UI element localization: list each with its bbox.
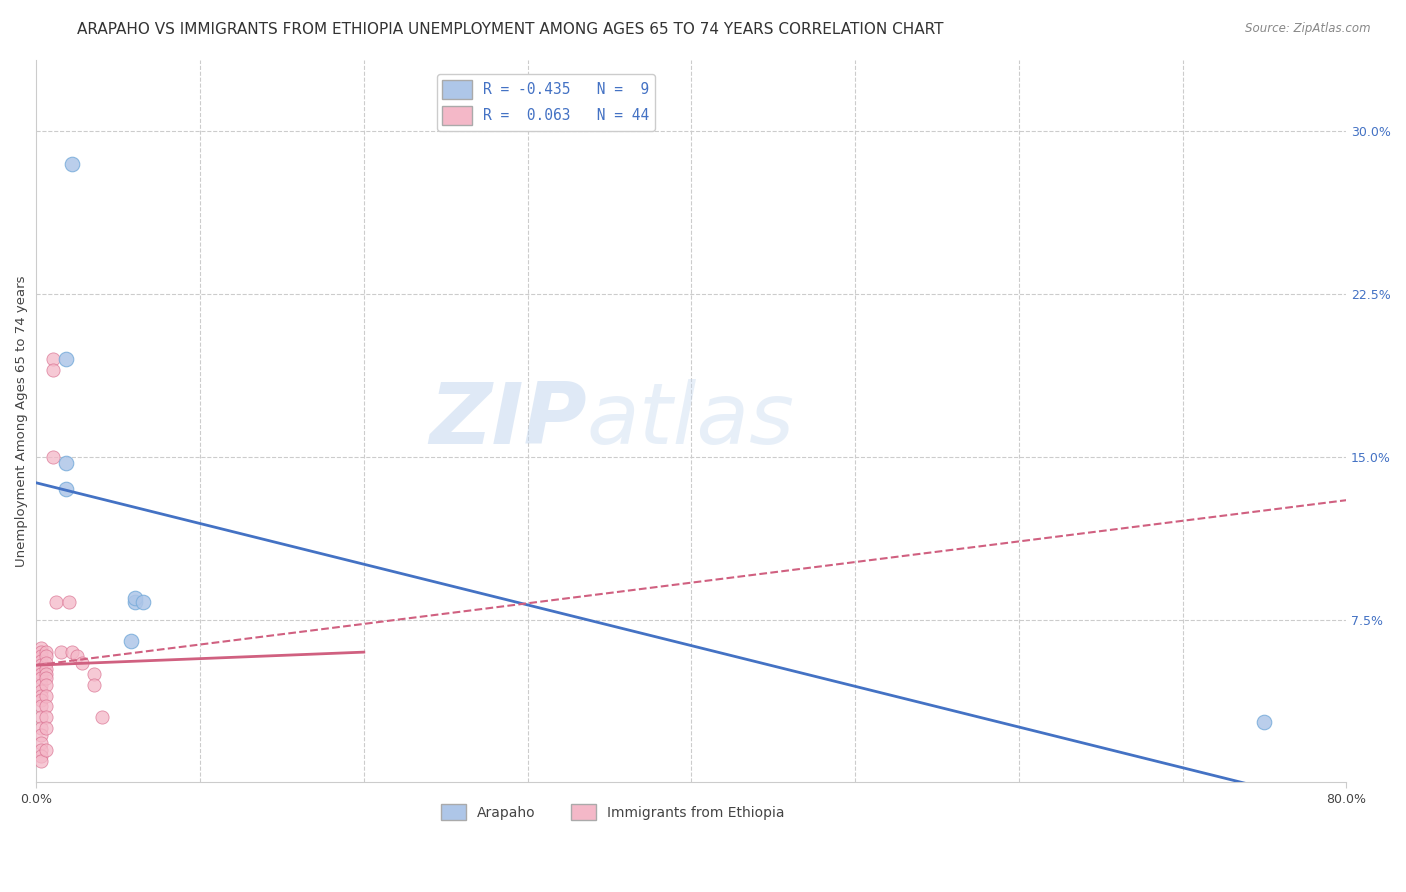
- Point: [35, 689, 58, 703]
- Point: [35, 645, 58, 659]
- Point: [35, 699, 58, 714]
- Point: [30, 749, 52, 764]
- Point: [55, 352, 77, 367]
- Point: [35, 671, 58, 685]
- Point: [66, 649, 89, 664]
- Point: [30, 699, 52, 714]
- Text: ZIP: ZIP: [429, 379, 586, 462]
- Point: [70, 656, 93, 670]
- Point: [60, 645, 83, 659]
- Point: [30, 640, 52, 655]
- Point: [35, 649, 58, 664]
- Text: ARAPAHO VS IMMIGRANTS FROM ETHIOPIA UNEMPLOYMENT AMONG AGES 65 TO 74 YEARS CORRE: ARAPAHO VS IMMIGRANTS FROM ETHIOPIA UNEM…: [77, 22, 943, 37]
- Point: [30, 654, 52, 668]
- Point: [83, 666, 105, 681]
- Point: [30, 671, 52, 685]
- Point: [30, 645, 52, 659]
- Point: [30, 678, 52, 692]
- Point: [35, 656, 58, 670]
- Point: [30, 663, 52, 677]
- Point: [1253, 714, 1275, 729]
- Point: [45, 595, 67, 609]
- Point: [30, 736, 52, 750]
- Y-axis label: Unemployment Among Ages 65 to 74 years: Unemployment Among Ages 65 to 74 years: [15, 276, 28, 566]
- Point: [35, 666, 58, 681]
- Point: [41, 352, 63, 367]
- Point: [35, 721, 58, 735]
- Point: [41, 363, 63, 377]
- Point: [35, 663, 58, 677]
- Point: [30, 666, 52, 681]
- Point: [90, 710, 112, 724]
- Point: [30, 658, 52, 673]
- Point: [83, 678, 105, 692]
- Point: [35, 678, 58, 692]
- Point: [30, 721, 52, 735]
- Point: [30, 689, 52, 703]
- Point: [30, 649, 52, 664]
- Point: [30, 754, 52, 768]
- Point: [30, 684, 52, 698]
- Text: Source: ZipAtlas.com: Source: ZipAtlas.com: [1246, 22, 1371, 36]
- Point: [30, 743, 52, 757]
- Point: [30, 728, 52, 742]
- Point: [30, 693, 52, 707]
- Point: [55, 483, 77, 497]
- Point: [120, 634, 142, 648]
- Point: [49, 645, 72, 659]
- Point: [55, 456, 77, 470]
- Point: [30, 710, 52, 724]
- Point: [60, 157, 83, 171]
- Legend: Arapaho, Immigrants from Ethiopia: Arapaho, Immigrants from Ethiopia: [436, 799, 790, 826]
- Point: [124, 595, 146, 609]
- Point: [58, 595, 80, 609]
- Text: atlas: atlas: [586, 379, 794, 462]
- Point: [35, 710, 58, 724]
- Point: [132, 595, 155, 609]
- Point: [41, 450, 63, 464]
- Point: [35, 743, 58, 757]
- Point: [124, 591, 146, 605]
